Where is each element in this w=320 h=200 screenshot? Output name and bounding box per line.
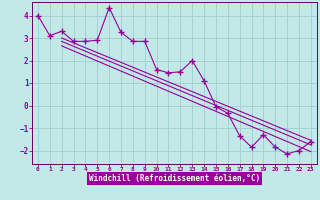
X-axis label: Windchill (Refroidissement éolien,°C): Windchill (Refroidissement éolien,°C) bbox=[89, 174, 260, 183]
